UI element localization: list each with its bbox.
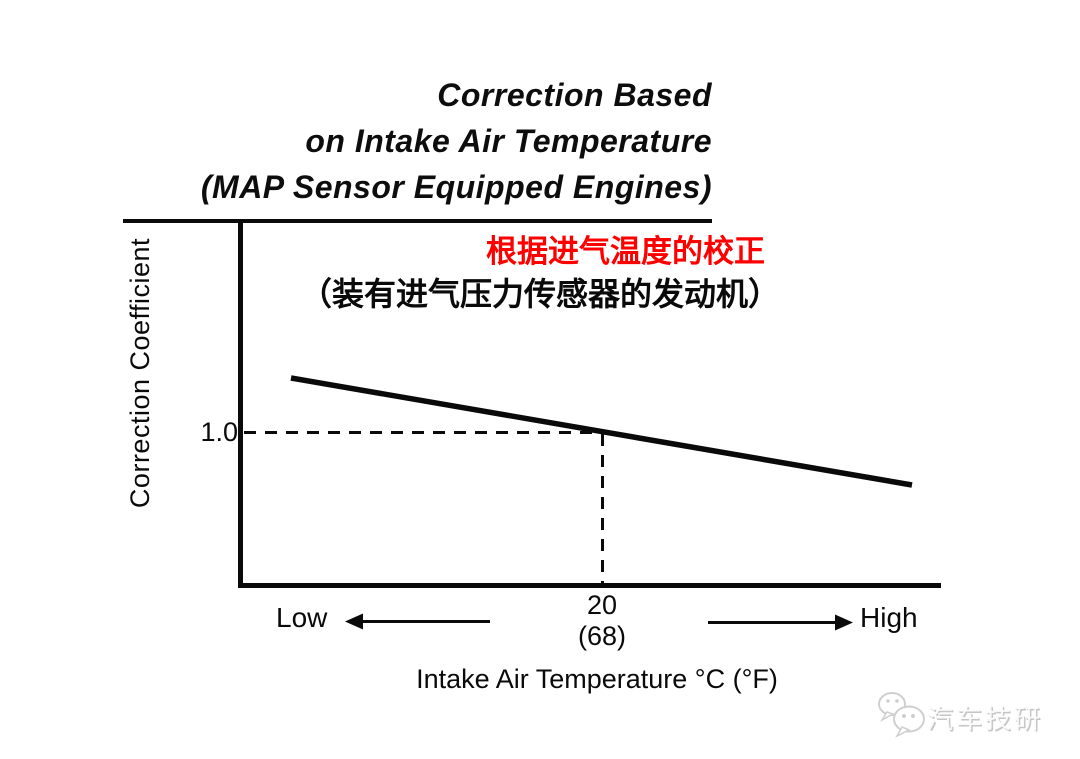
y-tick-1.0: 1.0 — [200, 417, 238, 447]
y-axis-label: Correction Coefficient — [125, 237, 155, 509]
low-arrow-head-icon — [345, 613, 363, 630]
wechat-chat-bubbles-icon — [878, 692, 925, 738]
x-tick-20c: 20 — [586, 590, 618, 620]
page-title-line-2: on Intake Air Temperature — [305, 123, 712, 159]
watermark-text: 汽车技研 — [927, 704, 1044, 734]
correction-coefficient-line — [290, 375, 913, 488]
chinese-subtitle: （装有进气压力传感器的发动机） — [300, 276, 781, 312]
page-title-line-1: Correction Based — [437, 77, 712, 113]
x-tick-68f: (68) — [577, 621, 626, 651]
page-title-line-3: (MAP Sensor Equipped Engines) — [200, 169, 712, 205]
page-title: Correction Based on Intake Air Temperatu… — [201, 72, 712, 210]
x-label-high: High — [860, 602, 918, 633]
chinese-title-red: 根据进气温度的校正 — [486, 234, 765, 269]
x-label-low: Low — [276, 602, 328, 633]
high-arrow-head-icon — [835, 614, 853, 631]
x-axis-label: Intake Air Temperature °C (°F) — [416, 664, 778, 694]
